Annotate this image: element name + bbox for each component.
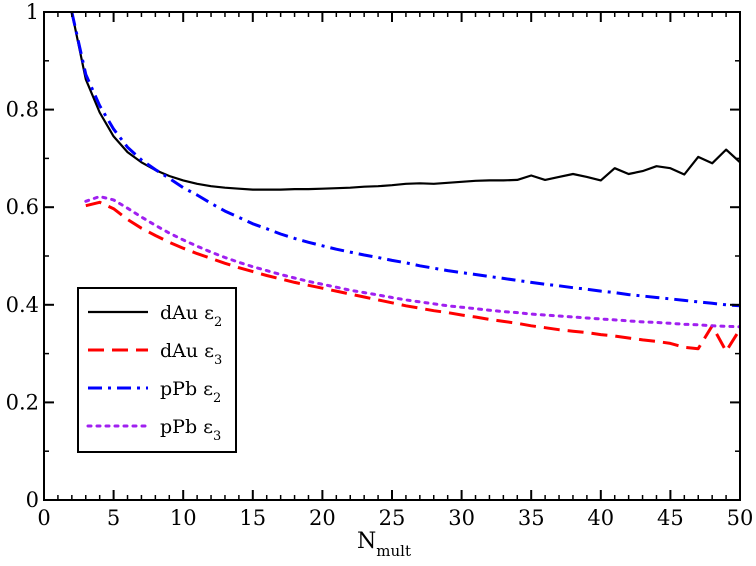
legend-label-1: dAu ε2 bbox=[160, 302, 222, 330]
series-line-4 bbox=[84, 195, 740, 329]
y-tick-label: 0.8 bbox=[6, 98, 39, 122]
legend-label-sub: 3 bbox=[213, 429, 221, 444]
x-tick-label: 20 bbox=[309, 506, 336, 530]
y-tick-label: 0.6 bbox=[6, 195, 39, 219]
y-tick-label: 0.4 bbox=[6, 293, 39, 317]
y-axis: 0 0.2 0.4 0.6 0.8 1 bbox=[6, 0, 740, 512]
x-tick-label: 30 bbox=[448, 506, 475, 530]
x-axis-title: Nmult bbox=[357, 529, 411, 560]
legend-label-4: pPb ε3 bbox=[160, 416, 221, 444]
x-tick-label: 15 bbox=[239, 506, 266, 530]
y-tick-label: 0 bbox=[26, 488, 39, 512]
series-line-1 bbox=[70, 12, 740, 191]
legend-label-3: pPb ε2 bbox=[160, 378, 221, 406]
legend-box bbox=[77, 287, 237, 453]
x-tick-label: 0 bbox=[37, 506, 50, 530]
x-axis-title-sub: mult bbox=[376, 542, 411, 560]
series-line-2 bbox=[85, 200, 740, 353]
x-tick-label: 35 bbox=[518, 506, 545, 530]
legend-label-main: dAu ε bbox=[160, 340, 214, 362]
legend-label-main: pPb ε bbox=[160, 416, 213, 438]
y-tick-label: 1 bbox=[26, 0, 39, 24]
x-tick-label: 25 bbox=[379, 506, 406, 530]
legend-label-main: dAu ε bbox=[160, 302, 214, 324]
x-tick-label: 5 bbox=[107, 506, 120, 530]
x-tick-label: 40 bbox=[587, 506, 614, 530]
legend-label-sub: 3 bbox=[214, 353, 222, 368]
legend-label-2: dAu ε3 bbox=[160, 340, 222, 368]
x-tick-label: 50 bbox=[727, 506, 754, 530]
legend-label-main: pPb ε bbox=[160, 378, 213, 400]
legend-label-sub: 2 bbox=[214, 315, 222, 330]
legend-label-sub: 2 bbox=[213, 391, 221, 406]
y-tick-label: 0.2 bbox=[6, 390, 39, 414]
series-layer bbox=[70, 12, 740, 353]
series-line-3 bbox=[70, 12, 740, 308]
x-tick-label: 10 bbox=[170, 506, 197, 530]
x-axis-title-main: N bbox=[357, 529, 376, 554]
x-axis: 0 5 10 15 20 25 30 35 40 45 50 bbox=[37, 12, 753, 530]
x-tick-label: 45 bbox=[657, 506, 684, 530]
